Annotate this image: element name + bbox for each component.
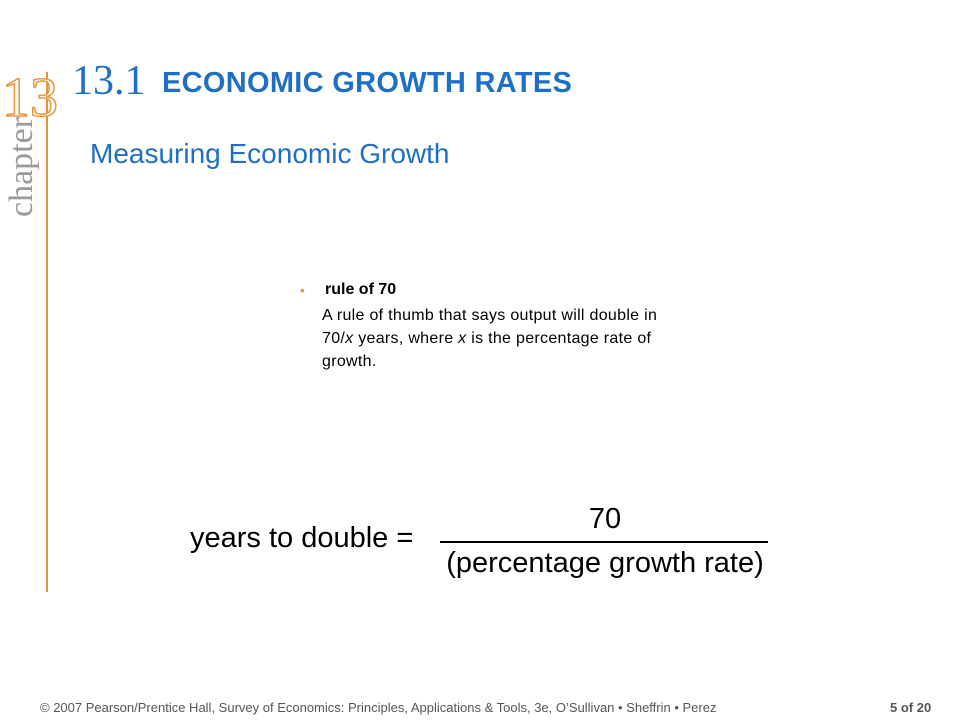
variable: x bbox=[458, 330, 467, 347]
fraction-bar bbox=[440, 541, 768, 543]
text: is the percentage rate of growth. bbox=[322, 330, 652, 370]
formula-lhs: years to double = bbox=[190, 522, 414, 554]
section-title: ECONOMIC GROWTH RATES bbox=[162, 67, 573, 99]
text: A rule of thumb that says output will do… bbox=[322, 307, 658, 347]
section-number: 13.1 bbox=[72, 58, 146, 104]
divider-line bbox=[46, 72, 48, 592]
text: years, where bbox=[353, 330, 459, 347]
bullet: • bbox=[300, 282, 305, 298]
definition: A rule of thumb that says output will do… bbox=[322, 304, 672, 373]
page-number: 5 of 20 bbox=[890, 700, 932, 715]
term: rule of 70 bbox=[325, 281, 397, 298]
chapter-number: 13 bbox=[1, 67, 59, 129]
subtitle: Measuring Economic Growth bbox=[90, 138, 450, 169]
variable: x bbox=[345, 330, 354, 347]
formula-numerator: 70 bbox=[588, 503, 622, 535]
footer-credit: © 2007 Pearson/Prentice Hall, Survey of … bbox=[40, 700, 717, 715]
formula-denominator: (percentage growth rate) bbox=[446, 547, 764, 579]
chapter-label: chapter bbox=[3, 116, 41, 218]
